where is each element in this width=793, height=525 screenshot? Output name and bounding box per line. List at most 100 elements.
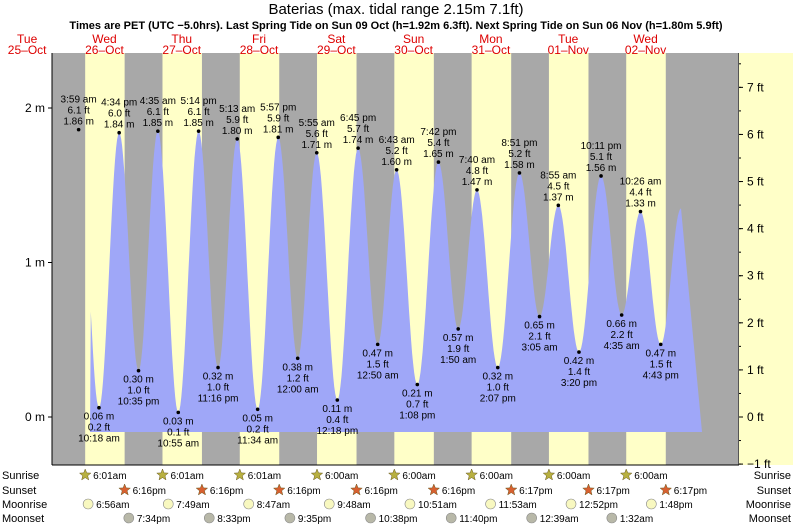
tide-metres: 0.06 m xyxy=(84,412,115,423)
tide-metres: 1.60 m xyxy=(381,157,412,168)
sunset-icon xyxy=(659,483,673,496)
tide-point xyxy=(335,398,340,402)
tide-point xyxy=(295,356,300,361)
tide-feet: 0.2 ft xyxy=(88,423,110,434)
tide-point xyxy=(556,203,561,208)
sunrise-icon xyxy=(465,468,478,481)
tide-feet: 4.5 ft xyxy=(547,181,569,192)
moonrise-icon xyxy=(243,498,254,510)
sunset-icon xyxy=(272,483,286,496)
sunset-icon xyxy=(504,483,518,496)
sunset-time: 6:16pm xyxy=(133,486,166,497)
moonrise-icon xyxy=(565,498,577,510)
tide-metres: 0.32 m xyxy=(482,372,513,383)
day-name: Wed xyxy=(92,32,116,46)
tide-time: 6:45 pm xyxy=(340,113,376,124)
sunrise-time: 6:00am xyxy=(557,471,590,482)
moonrise-icon xyxy=(323,498,335,510)
moonrise-icon xyxy=(485,498,496,510)
right-axis-panel xyxy=(739,53,793,465)
moonset-time: 7:34pm xyxy=(137,514,170,525)
tide-metres: 1.81 m xyxy=(263,124,294,135)
sunset-time: 6:16pm xyxy=(442,486,475,497)
tide-feet: 6.1 ft xyxy=(147,107,169,118)
tide-feet: 6.0 ft xyxy=(108,109,130,120)
sunset-time: 6:16pm xyxy=(210,486,243,497)
tide-metres: 0.03 m xyxy=(163,416,194,427)
day-date: 30–Oct xyxy=(394,43,433,57)
tide-metres: 0.38 m xyxy=(282,362,313,373)
tide-time: 10:11 pm xyxy=(581,141,622,152)
day-name: Sun xyxy=(403,32,424,46)
day-date: 31–Oct xyxy=(472,43,511,57)
sunrise-time: 6:00am xyxy=(325,471,358,482)
tide-time: 5:55 am xyxy=(299,118,335,129)
tide-metres: 1.71 m xyxy=(301,140,332,151)
tide-metres: 0.11 m xyxy=(322,404,352,415)
day-name: Wed xyxy=(633,32,657,46)
tide-point xyxy=(394,168,399,172)
tide-feet: 0.7 ft xyxy=(406,400,428,411)
tide-feet: 5.4 ft xyxy=(427,138,449,149)
day-name: Fri xyxy=(252,32,266,46)
tide-feet: 2.1 ft xyxy=(528,332,550,343)
tide-point xyxy=(356,146,360,150)
moonrise-icon xyxy=(82,498,94,510)
day-date: 28–Oct xyxy=(240,43,279,57)
tide-metres: 0.57 m xyxy=(443,333,474,344)
row-label-left: Sunrise xyxy=(2,470,39,482)
tide-time: 5:57 pm xyxy=(260,102,296,113)
moonset-icon xyxy=(445,512,457,524)
tide-feet: 4.4 ft xyxy=(629,188,651,199)
tide-point xyxy=(276,135,281,140)
moonset-time: 1:32am xyxy=(620,514,653,525)
moonset-time: 9:35pm xyxy=(298,514,331,525)
tide-metres: 1.47 m xyxy=(462,177,493,188)
row-label-right: Moonrise xyxy=(746,499,791,511)
moonset-icon xyxy=(365,512,376,524)
moonset-time: 10:38pm xyxy=(379,514,418,525)
moonrise-time: 8:47am xyxy=(257,500,290,511)
tide-time: 10:35 pm xyxy=(118,397,160,408)
tide-metres: 1.65 m xyxy=(423,149,454,160)
tide-feet: 5.9 ft xyxy=(267,113,289,124)
day-name: Sat xyxy=(327,32,346,46)
tide-point xyxy=(196,129,201,133)
tide-time: 4:34 pm xyxy=(101,98,137,109)
day-name: Mon xyxy=(479,32,502,46)
left-tick-label: 0 m xyxy=(25,410,45,424)
tide-point xyxy=(136,368,141,373)
tide-feet: 0.2 ft xyxy=(247,424,269,435)
tide-metres: 0.21 m xyxy=(402,389,433,400)
tide-feet: 2.2 ft xyxy=(611,330,633,341)
right-tick-label: 1 ft xyxy=(747,363,764,377)
sunrise-icon xyxy=(156,468,169,481)
day-date: 27–Oct xyxy=(162,43,201,57)
tide-metres: 0.32 m xyxy=(203,372,234,383)
tide-time: 12:00 am xyxy=(277,384,319,395)
tide-point xyxy=(577,350,581,354)
tide-metres: 0.47 m xyxy=(645,348,676,359)
day-labels: Tue25–OctWed26–OctThu27–OctFri28–OctSat2… xyxy=(8,32,666,57)
tide-time: 10:55 am xyxy=(157,438,199,449)
sunrise-icon xyxy=(78,468,92,481)
tide-time: 4:35 am xyxy=(140,96,176,107)
tide-point xyxy=(495,365,500,370)
moonrise-time: 1:48pm xyxy=(659,500,692,511)
right-tick-label: 3 ft xyxy=(747,269,764,283)
tide-time: 3:05 am xyxy=(521,343,557,354)
row-label-left: Sunset xyxy=(2,485,36,497)
right-tick-label: 2 ft xyxy=(747,316,764,330)
tide-point xyxy=(235,137,240,141)
left-tick-label: 2 m xyxy=(25,101,45,115)
tide-feet: 1.0 ft xyxy=(207,383,229,394)
day-date: 26–Oct xyxy=(85,43,124,57)
tide-metres: 1.86 m xyxy=(63,117,94,128)
moonset-time: 12:39am xyxy=(540,514,579,525)
tide-time: 5:13 am xyxy=(219,104,255,115)
sunrise-time: 6:00am xyxy=(634,471,667,482)
day-name: Thu xyxy=(171,32,192,46)
tide-time: 7:40 am xyxy=(459,155,495,166)
moonrise-icon xyxy=(162,498,174,510)
